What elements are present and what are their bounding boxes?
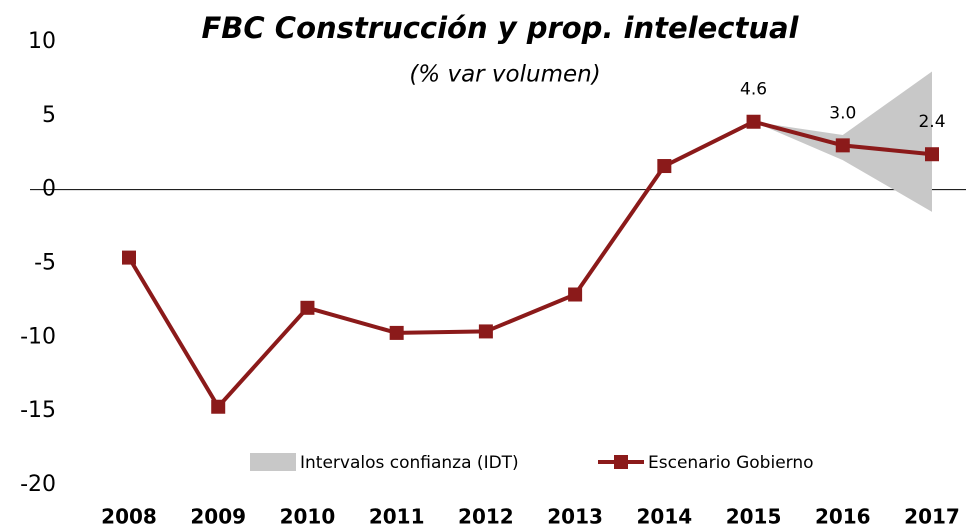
point-marker (389, 325, 404, 340)
chart-title: FBC Construcción y prop. intelectual (202, 11, 800, 45)
y-tick-label: -20 (20, 472, 56, 497)
x-tick-label: 2014 (636, 505, 692, 529)
series-line (127, 119, 933, 411)
x-tick-label: 2010 (280, 505, 336, 529)
x-tick-label: 2017 (904, 505, 960, 529)
x-tick-label: 2008 (101, 505, 157, 529)
x-tick-label: 2013 (547, 505, 603, 529)
point-marker (568, 287, 583, 302)
legend-swatch (614, 455, 628, 469)
legend-label: Escenario Gobierno (648, 453, 814, 473)
y-tick-label: -10 (20, 324, 56, 349)
chart-subtitle: (% var volumen) (409, 62, 600, 88)
y-tick-label: 5 (42, 103, 56, 128)
x-tick-label: 2011 (369, 505, 425, 529)
y-tick-label: -5 (34, 251, 56, 276)
point-marker (657, 159, 672, 174)
x-tick-label: 2012 (458, 505, 514, 529)
x-tick-label: 2009 (190, 505, 246, 529)
y-tick-label: -15 (20, 398, 56, 423)
y-tick-label: 10 (28, 29, 56, 54)
x-tick-label: 2015 (726, 505, 782, 529)
point-marker (478, 324, 493, 339)
data-label: 3.0 (829, 103, 856, 123)
point-marker (122, 250, 136, 265)
point-marker (925, 147, 939, 162)
x-tick-label: 2016 (815, 505, 871, 529)
data-label: 4.6 (740, 80, 767, 100)
point-marker (300, 300, 315, 315)
point-marker (835, 138, 850, 153)
data-label: 2.4 (918, 112, 945, 132)
legend-label: Intervalos confianza (IDT) (300, 453, 519, 473)
point-marker (211, 399, 226, 414)
legend-swatch (250, 453, 296, 471)
point-marker (746, 114, 761, 129)
